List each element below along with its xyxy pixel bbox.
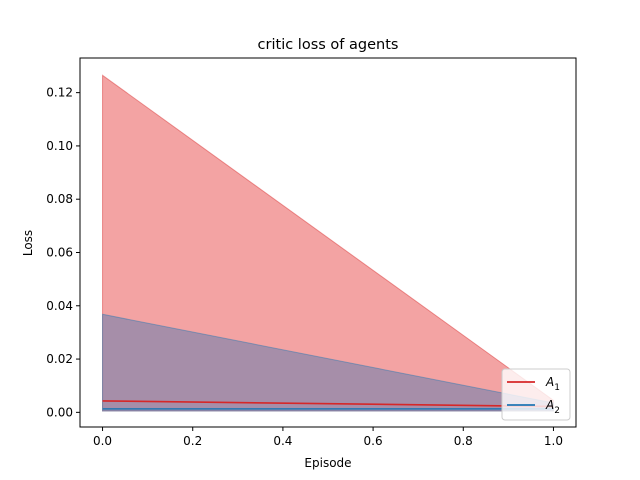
x-tick-label: 0.2: [183, 434, 202, 448]
x-tick-label: 0.0: [93, 434, 112, 448]
y-tick-label: 0.04: [46, 299, 73, 313]
x-tick-label: 0.4: [273, 434, 292, 448]
x-axis-label: Episode: [304, 456, 351, 470]
y-axis-ticks: 0.00 0.02 0.04 0.06 0.08 0.10 0.12: [46, 86, 80, 419]
y-tick-label: 0.08: [46, 192, 73, 206]
plot-frame: [79, 57, 577, 428]
confidence-bands: [102, 74, 554, 412]
y-tick-label: 0.12: [46, 86, 73, 100]
x-tick-label: 0.8: [454, 434, 473, 448]
y-tick-label: 0.06: [46, 245, 73, 259]
y-tick-label: 0.10: [46, 139, 73, 153]
series-lines: [102, 400, 554, 410]
y-tick-label: 0.02: [46, 352, 73, 366]
y-axis-label: Loss: [21, 230, 35, 256]
line-series-1: [102, 400, 554, 408]
y-tick-label: 0.00: [46, 405, 73, 419]
x-tick-label: 1.0: [544, 434, 563, 448]
x-tick-label: 0.6: [364, 434, 383, 448]
chart-title: critic loss of agents: [258, 37, 399, 53]
x-axis-ticks: 0.0 0.2 0.4 0.6 0.8 1.0: [93, 427, 563, 448]
